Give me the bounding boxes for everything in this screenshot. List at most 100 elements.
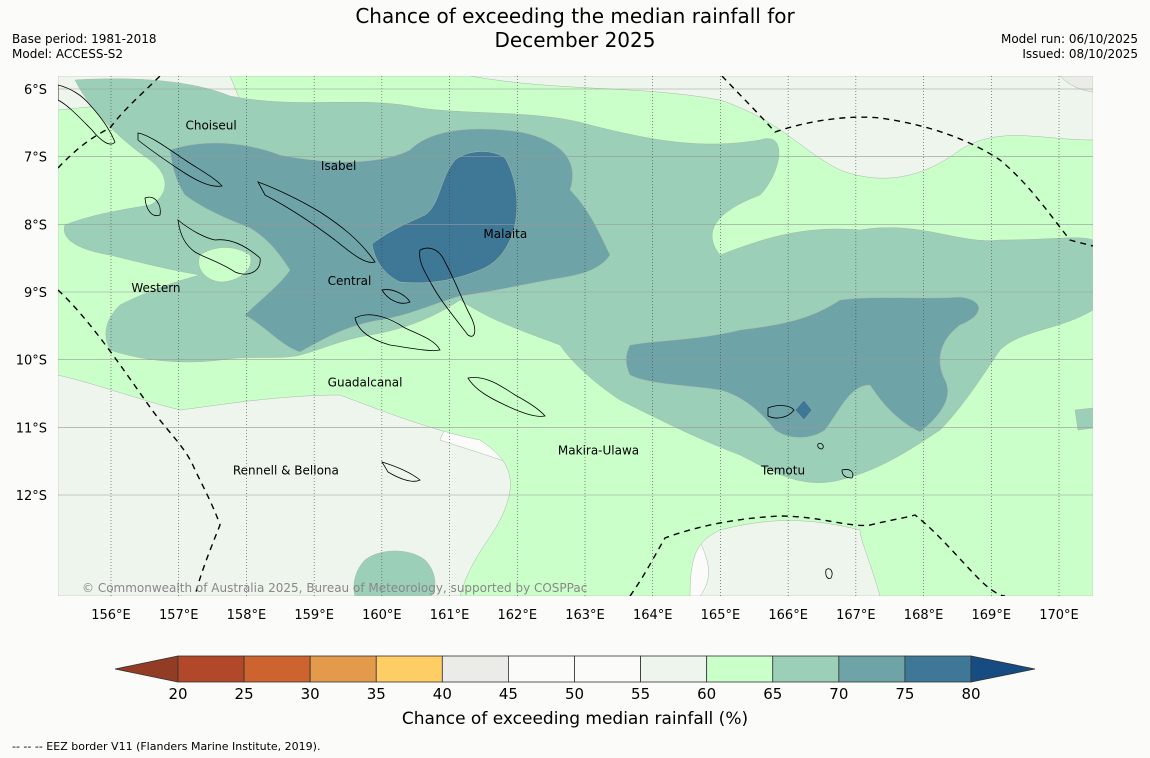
province-label: Rennell & Bellona	[233, 464, 339, 478]
colorbar-segment	[309, 655, 377, 683]
zone-65-70-south	[353, 550, 436, 596]
province-label: Choiseul	[185, 119, 236, 133]
colorbar-tick: 45	[499, 685, 518, 703]
coast-bougainville	[58, 84, 116, 145]
colorbar-segment	[640, 655, 708, 683]
colorbar-segment	[441, 655, 509, 683]
province-label: Guadalcanal	[328, 376, 403, 390]
colorbar-tick: 75	[895, 685, 914, 703]
colorbar-segment	[574, 655, 641, 683]
coast-vanikoro	[841, 469, 854, 479]
coast-makira	[467, 377, 546, 417]
lat-label: 12°S	[16, 489, 47, 504]
lon-label: 167°E	[836, 608, 876, 623]
lat-label: 8°S	[24, 218, 47, 233]
zone-45-50-topright	[1059, 76, 1093, 93]
zone-65-70-eastedge	[1074, 407, 1093, 431]
colorbar-under	[114, 655, 179, 683]
province-label: Isabel	[321, 159, 356, 173]
coast-choiseul	[137, 132, 223, 187]
colorbar-tick: 65	[763, 685, 782, 703]
lon-label: 166°E	[768, 608, 808, 623]
eez-northwest	[58, 76, 161, 169]
coast-santa-cruz	[767, 405, 795, 419]
eez-west	[58, 289, 221, 596]
coast-rennell	[381, 461, 421, 482]
colorbar-segment	[904, 655, 972, 683]
lat-label: 10°S	[16, 354, 47, 369]
colorbar-label: Chance of exceeding median rainfall (%)	[401, 709, 749, 729]
province-label: Makira-Ulawa	[558, 443, 639, 457]
model-run: Model run: 06/10/2025	[1000, 32, 1138, 46]
issued-date: Issued: 08/10/2025	[1022, 47, 1138, 61]
colorbar-tick: 25	[235, 685, 254, 703]
zone-75-80	[371, 151, 518, 284]
colorbar-segment	[706, 655, 774, 683]
lat-label: 6°S	[24, 83, 47, 98]
colorbar-segment	[838, 655, 906, 683]
colorbar-tick: 20	[168, 685, 187, 703]
eez-legend: -- -- -- EEZ border V11 (Flanders Marine…	[12, 740, 321, 753]
colorbar-tick: 35	[367, 685, 386, 703]
title-line-2: December 2025	[494, 28, 656, 52]
lat-label: 11°S	[16, 421, 47, 436]
colorbar-over	[970, 655, 1036, 683]
colorbar-tick: 40	[433, 685, 452, 703]
coast-anuta	[825, 568, 833, 579]
lon-label: 169°E	[972, 608, 1012, 623]
lon-label: 164°E	[633, 608, 673, 623]
coast-guadalcanal	[354, 314, 441, 351]
colorbar-segment	[508, 655, 575, 683]
meta-left: Base period: 1981-2018 Model: ACCESS-S2	[12, 32, 157, 62]
eez-borders	[58, 76, 1093, 596]
lon-label: 161°E	[430, 608, 470, 623]
coast-florida	[381, 289, 411, 304]
lon-label: 170°E	[1039, 608, 1079, 623]
colorbar-tick: 80	[961, 685, 980, 703]
map-title: Chance of exceeding the median rainfall …	[275, 4, 875, 52]
map-panel	[58, 76, 1093, 596]
lon-label: 165°E	[701, 608, 741, 623]
base-period: Base period: 1981-2018	[12, 32, 157, 46]
coastlines	[58, 84, 854, 579]
model-name: Model: ACCESS-S2	[12, 47, 124, 61]
colorbar-segment	[772, 655, 840, 683]
colorbar-segment	[375, 655, 443, 683]
lat-label: 9°S	[24, 286, 47, 301]
province-label: Central	[328, 274, 372, 288]
lon-label: 158°E	[227, 608, 267, 623]
title-line-1: Chance of exceeding the median rainfall …	[355, 4, 795, 28]
colorbar-tick: 60	[697, 685, 716, 703]
lon-label: 160°E	[362, 608, 402, 623]
lat-label: 7°S	[24, 151, 47, 166]
lon-label: 168°E	[904, 608, 944, 623]
zone-75-80-islet	[794, 399, 813, 421]
lon-label: 162°E	[498, 608, 538, 623]
colorbar: 20 25 30 35 40 45 50 55 60 65 70 75 80	[114, 655, 1036, 703]
zone-70-75-east	[626, 296, 979, 438]
graticule	[58, 76, 1093, 596]
eez-south	[629, 514, 1006, 596]
lon-label: 156°E	[91, 608, 131, 623]
eez-north	[721, 76, 1093, 247]
coast-malaita	[419, 247, 476, 337]
copyright-note: © Commonwealth of Australia 2025, Bureau…	[82, 581, 587, 595]
coast-isabel	[257, 181, 376, 263]
lon-label: 163°E	[565, 608, 605, 623]
meta-right: Model run: 06/10/2025 Issued: 08/10/2025	[1001, 32, 1138, 62]
province-label: Malaita	[483, 227, 527, 241]
colorbar-tick: 55	[631, 685, 650, 703]
coast-vella	[144, 196, 161, 217]
province-label: Temotu	[760, 464, 805, 478]
longitude-labels: 156°E 157°E 158°E 159°E 160°E 161°E 162°E 163°E…	[91, 608, 1079, 623]
colorbar-tick: 50	[565, 685, 584, 703]
province-label: Western	[131, 281, 180, 295]
lon-label: 159°E	[294, 608, 334, 623]
colorbar-tick: 70	[829, 685, 848, 703]
province-labels: Choiseul Isabel Malaita Western Central Guada…	[131, 119, 805, 478]
colorbar-segment	[243, 655, 311, 683]
zone-55-60-top	[469, 76, 1093, 179]
colorbar-tick: 30	[301, 685, 320, 703]
coast-new-georgia	[177, 219, 261, 275]
